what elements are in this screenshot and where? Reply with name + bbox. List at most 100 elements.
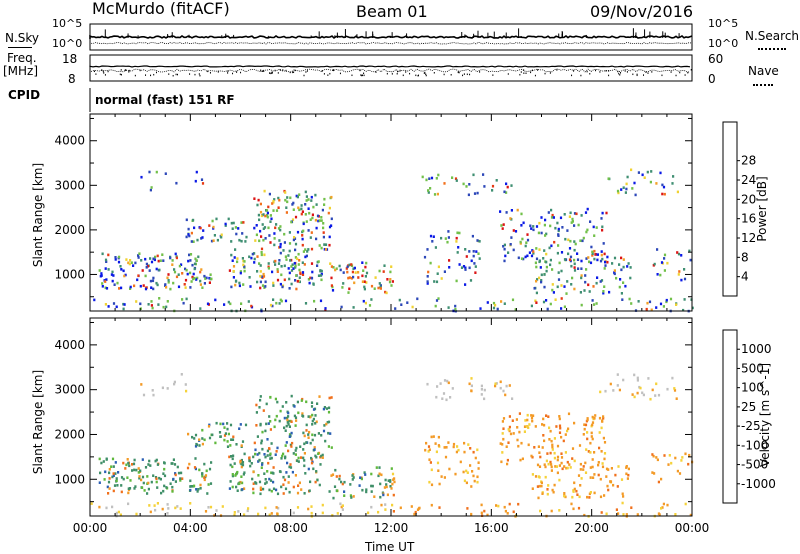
data-cell bbox=[345, 267, 348, 270]
data-cell bbox=[265, 481, 268, 484]
data-cell bbox=[426, 382, 429, 386]
data-cell bbox=[550, 509, 553, 513]
data-cell bbox=[193, 466, 197, 469]
data-cell bbox=[309, 441, 312, 445]
data-cell bbox=[661, 183, 664, 187]
data-cell bbox=[560, 461, 563, 465]
data-cell bbox=[507, 251, 510, 254]
data-cell bbox=[155, 480, 158, 484]
data-cell bbox=[443, 182, 446, 185]
data-cell bbox=[286, 416, 289, 420]
data-cell bbox=[118, 255, 121, 259]
nave-dot bbox=[103, 72, 105, 74]
data-cell bbox=[266, 211, 269, 215]
data-cell bbox=[304, 248, 307, 251]
data-cell bbox=[444, 237, 447, 240]
data-cell bbox=[104, 267, 107, 270]
data-cell bbox=[171, 485, 174, 489]
data-cell bbox=[327, 445, 330, 448]
data-cell bbox=[449, 396, 452, 399]
data-cell bbox=[470, 377, 473, 380]
data-cell bbox=[438, 482, 441, 486]
data-cell bbox=[633, 373, 636, 377]
data-cell bbox=[239, 270, 242, 273]
nave-dot bbox=[636, 74, 638, 77]
data-cell bbox=[526, 254, 529, 258]
data-cell bbox=[201, 236, 204, 239]
data-cell bbox=[584, 423, 588, 427]
data-cell bbox=[274, 226, 277, 230]
data-cell bbox=[491, 189, 494, 192]
data-cell bbox=[603, 441, 607, 444]
data-cell bbox=[341, 504, 344, 507]
nave-label: Nave bbox=[748, 64, 779, 78]
data-cell bbox=[273, 232, 276, 235]
data-cell bbox=[601, 465, 605, 469]
data-cell bbox=[154, 459, 157, 463]
data-cell bbox=[248, 276, 251, 279]
data-cell bbox=[552, 490, 555, 494]
data-cell bbox=[601, 225, 604, 229]
data-cell bbox=[146, 492, 149, 495]
data-cell bbox=[636, 513, 639, 516]
nave-dot bbox=[523, 69, 525, 71]
data-cell bbox=[100, 461, 103, 465]
data-cell bbox=[291, 441, 294, 445]
data-cell bbox=[340, 305, 343, 309]
data-cell bbox=[293, 237, 297, 240]
data-cell bbox=[231, 457, 234, 461]
data-cell bbox=[253, 226, 256, 230]
nave-dot bbox=[375, 71, 377, 73]
data-cell bbox=[226, 427, 229, 431]
data-cell bbox=[230, 285, 233, 289]
data-cell bbox=[340, 505, 343, 509]
data-cell bbox=[201, 474, 204, 478]
data-cell bbox=[284, 191, 287, 194]
data-cell bbox=[573, 266, 576, 269]
data-cell bbox=[586, 495, 589, 499]
data-cell bbox=[228, 455, 231, 459]
data-cell bbox=[320, 216, 323, 219]
data-cell bbox=[563, 213, 566, 216]
data-cell bbox=[279, 245, 282, 249]
data-cell bbox=[267, 262, 270, 265]
data-cell bbox=[536, 278, 539, 281]
data-cell bbox=[323, 243, 326, 246]
data-cell bbox=[167, 273, 170, 276]
data-cell bbox=[586, 207, 589, 211]
data-cell bbox=[339, 268, 342, 272]
data-cell bbox=[566, 229, 569, 232]
data-cell bbox=[218, 431, 222, 434]
data-cell bbox=[112, 302, 116, 305]
data-cell bbox=[303, 492, 306, 495]
data-cell bbox=[601, 228, 604, 232]
data-cell bbox=[240, 239, 243, 243]
data-cell bbox=[500, 224, 503, 227]
data-cell bbox=[607, 468, 610, 471]
data-cell bbox=[264, 214, 267, 218]
data-cell bbox=[580, 276, 583, 280]
data-cell bbox=[515, 418, 518, 421]
data-cell bbox=[671, 376, 674, 380]
data-cell bbox=[260, 466, 263, 469]
data-cell bbox=[579, 239, 582, 242]
data-cell bbox=[312, 417, 315, 421]
data-cell bbox=[626, 477, 629, 480]
data-cell bbox=[280, 485, 283, 489]
data-cell bbox=[253, 197, 256, 200]
data-cell bbox=[603, 252, 606, 256]
data-cell bbox=[256, 255, 259, 258]
data-cell bbox=[315, 470, 318, 473]
data-cell bbox=[543, 273, 546, 276]
data-cell bbox=[269, 220, 272, 223]
data-cell bbox=[137, 471, 140, 474]
data-cell bbox=[126, 458, 129, 461]
data-cell bbox=[650, 170, 653, 173]
data-cell bbox=[665, 300, 668, 304]
data-cell bbox=[327, 431, 330, 435]
data-cell bbox=[532, 252, 535, 255]
data-cell bbox=[114, 256, 117, 259]
data-cell bbox=[430, 483, 434, 487]
data-cell bbox=[435, 280, 439, 284]
data-cell bbox=[272, 284, 275, 287]
